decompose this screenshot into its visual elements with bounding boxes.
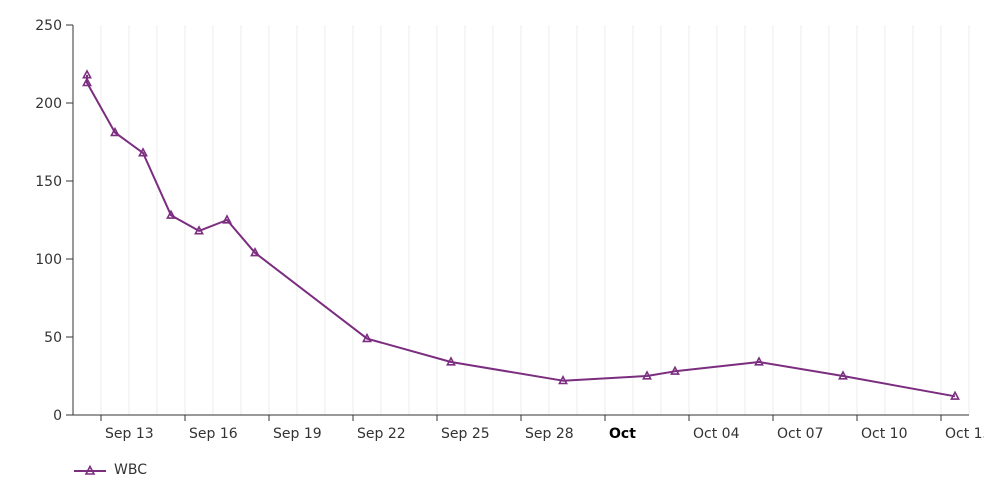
data-point-marker[interactable]: [250, 247, 260, 257]
data-point-marker[interactable]: [138, 147, 148, 157]
x-tick-label: Oct 10: [861, 426, 907, 442]
data-point-marker[interactable]: [110, 126, 120, 137]
data-point-marker[interactable]: [82, 76, 92, 87]
data-point-marker[interactable]: [642, 370, 652, 380]
data-point-marker[interactable]: [166, 209, 176, 219]
data-point-marker[interactable]: [754, 356, 764, 366]
x-tick-label: Oct: [609, 426, 636, 442]
series-layer: [82, 69, 960, 400]
x-tick-label: Sep 13: [105, 426, 154, 442]
x-tick-label: Sep 22: [357, 426, 406, 442]
x-tick-label: Sep 25: [441, 426, 490, 442]
series-line-wbc: [86, 74, 956, 398]
y-tick-label: 150: [35, 174, 62, 190]
legend-swatch-icon: [74, 464, 106, 475]
x-tick-label: Oct 13: [945, 426, 984, 442]
x-tick-label: Sep 28: [525, 426, 574, 442]
data-point-marker[interactable]: [670, 365, 680, 375]
legend-label-wbc: WBC: [114, 462, 147, 478]
data-point-marker[interactable]: [446, 356, 456, 366]
x-tick-label: Oct 07: [777, 426, 823, 442]
data-point-marker[interactable]: [558, 374, 568, 385]
data-point-marker[interactable]: [362, 332, 372, 343]
y-tick-label: 0: [53, 408, 62, 424]
y-tick-label: 50: [44, 330, 62, 346]
grid-layer: [100, 25, 970, 415]
x-tick-label: Oct 04: [693, 426, 740, 442]
x-tick-label: Sep 16: [189, 426, 238, 442]
legend[interactable]: WBC: [74, 462, 147, 478]
data-point-marker[interactable]: [222, 214, 232, 224]
data-point-marker[interactable]: [838, 370, 848, 380]
x-tick-label: Sep 19: [273, 426, 322, 442]
data-point-marker[interactable]: [950, 390, 960, 400]
y-tick-label: 200: [35, 96, 62, 112]
y-tick-label: 100: [35, 252, 62, 268]
axis-layer: 0 50 100 150 200 250 Sep 13 Sep 16 Sep 19 Sep 22 S…: [35, 18, 984, 442]
y-tick-label: 250: [35, 18, 62, 34]
data-point-marker[interactable]: [194, 225, 204, 235]
